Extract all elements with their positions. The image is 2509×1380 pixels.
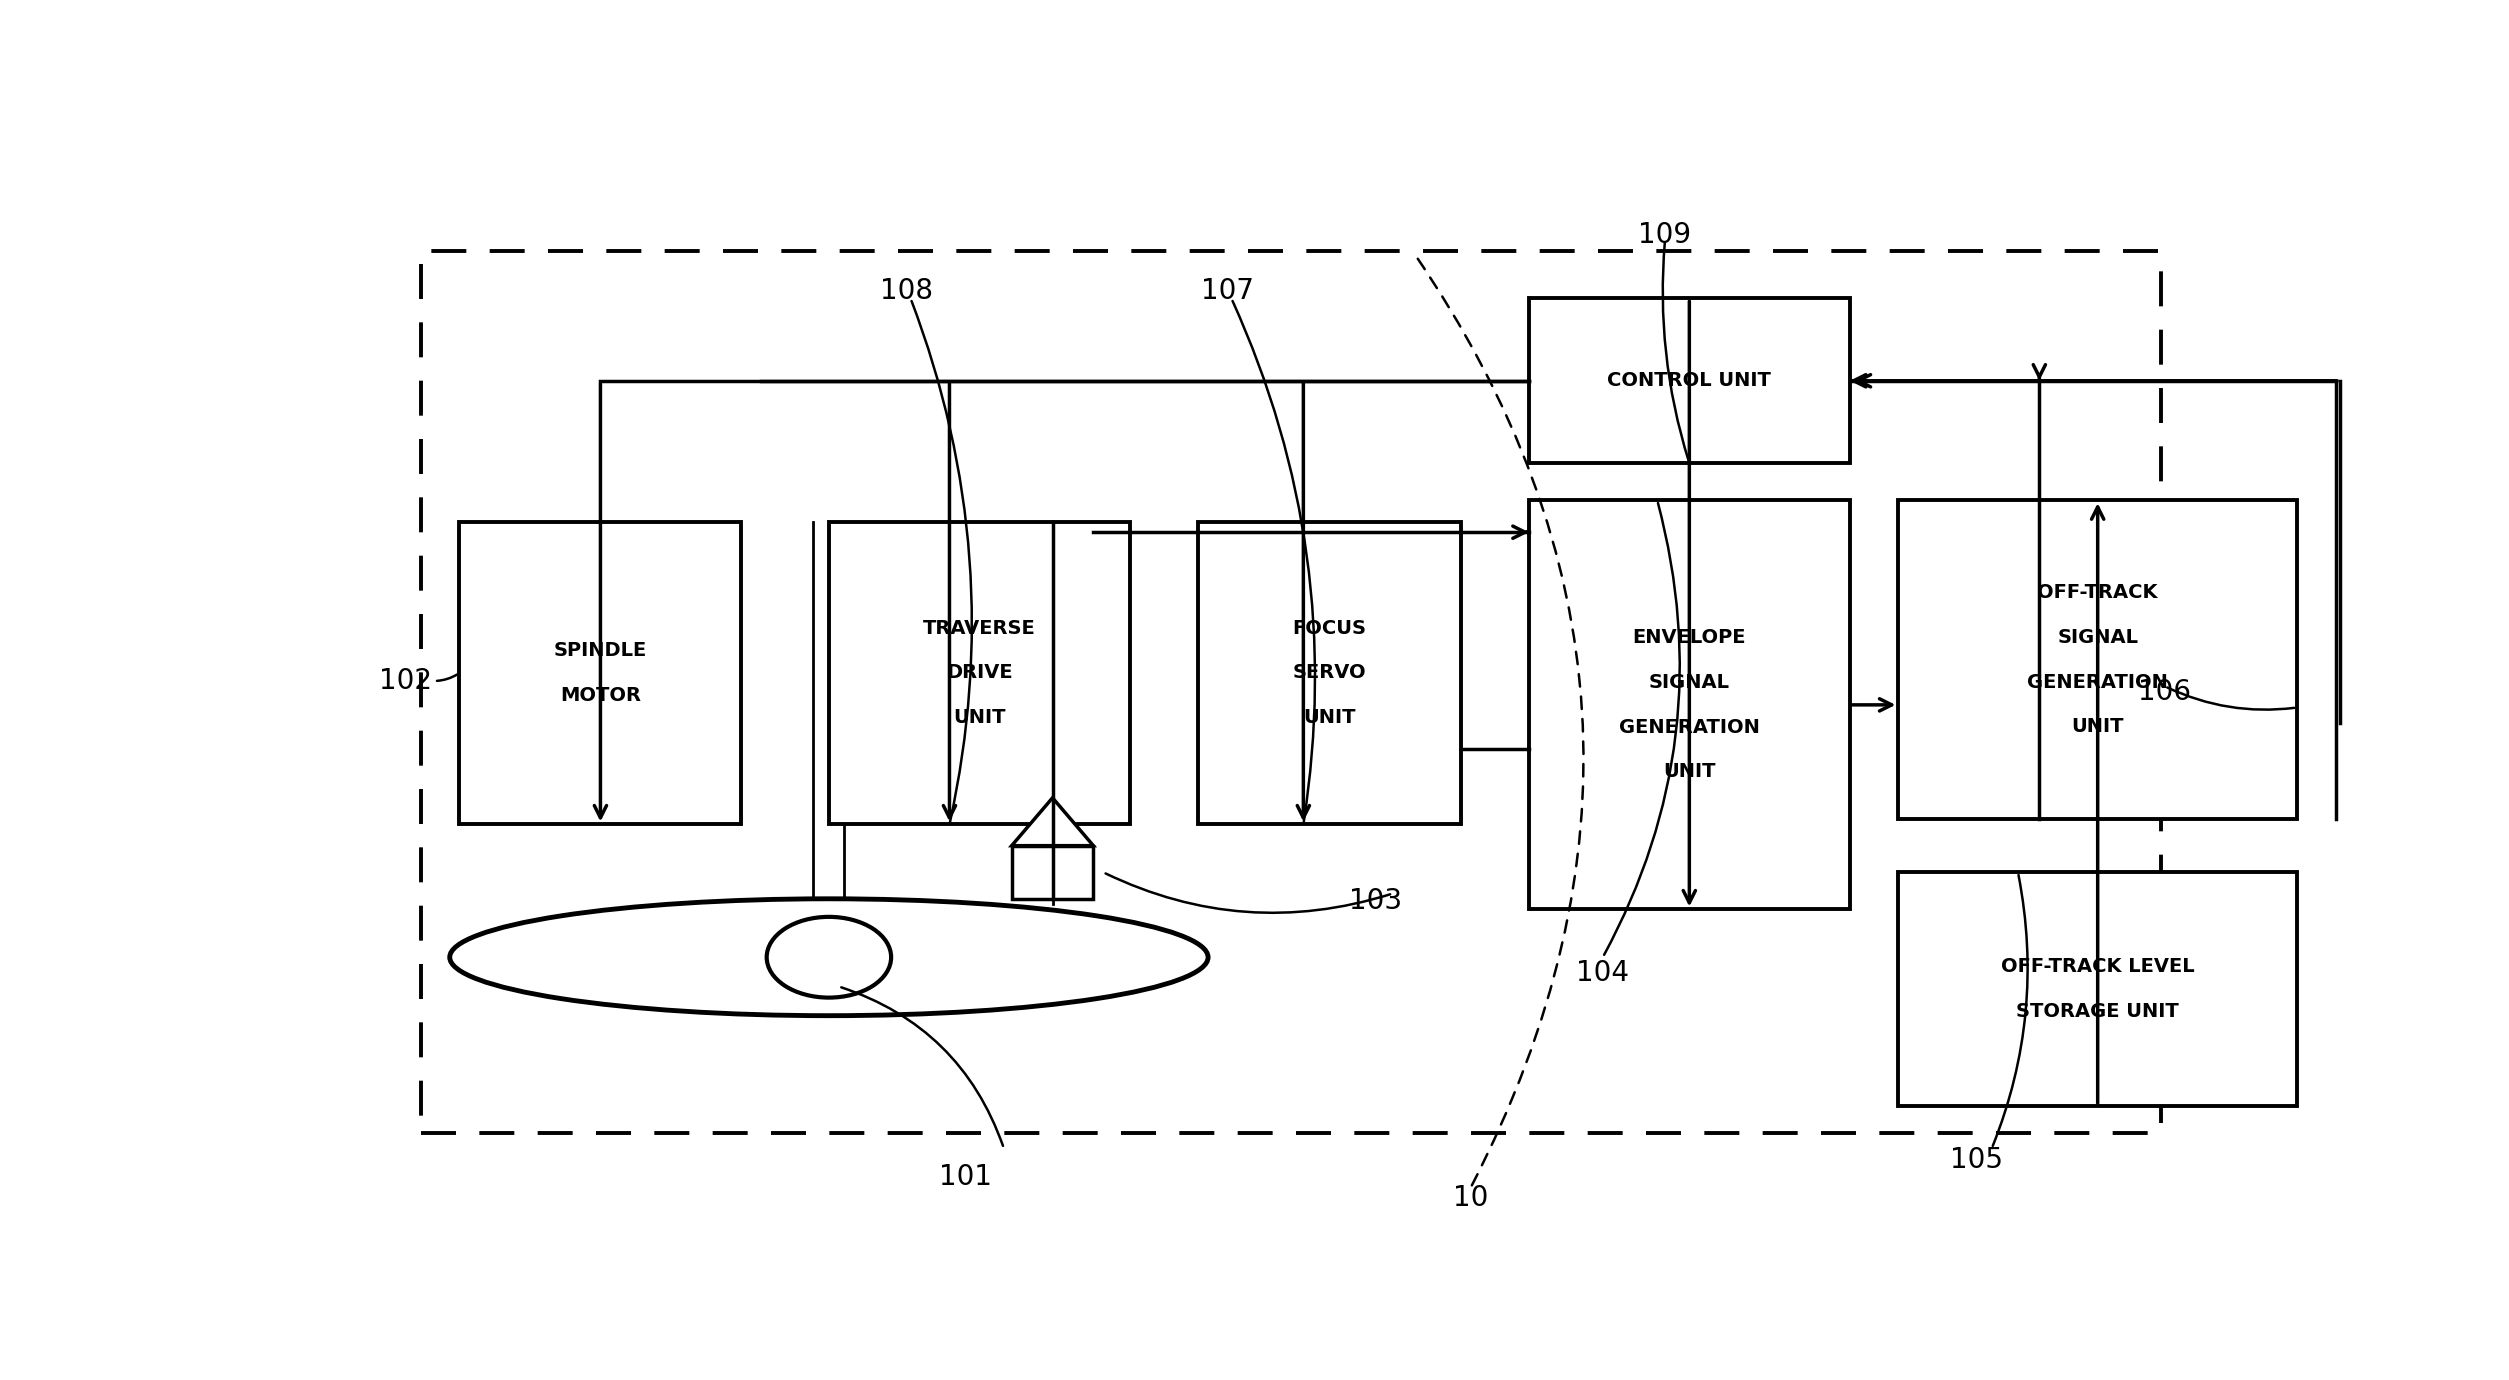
Text: SERVO: SERVO (1292, 664, 1367, 683)
Text: SIGNAL: SIGNAL (1648, 673, 1729, 691)
Text: 10: 10 (1453, 1184, 1488, 1213)
Text: 102: 102 (379, 667, 432, 696)
Bar (459, 522, 743, 824)
Bar (1899, 872, 2298, 1105)
Text: SIGNAL: SIGNAL (2057, 628, 2138, 647)
Text: 107: 107 (1202, 277, 1254, 305)
Bar (1011, 846, 1094, 898)
Text: UNIT: UNIT (2072, 718, 2125, 736)
Text: DRIVE: DRIVE (946, 664, 1014, 683)
Ellipse shape (768, 916, 891, 998)
Text: MOTOR: MOTOR (560, 686, 640, 705)
Text: OFF-TRACK LEVEL: OFF-TRACK LEVEL (2000, 958, 2195, 976)
Text: SPINDLE: SPINDLE (554, 642, 647, 660)
Text: 106: 106 (2138, 678, 2190, 705)
Bar (1528, 298, 1849, 464)
Ellipse shape (449, 898, 1209, 1016)
Text: 103: 103 (1350, 887, 1403, 915)
Text: UNIT: UNIT (1302, 708, 1355, 727)
Text: FOCUS: FOCUS (1292, 618, 1367, 638)
Text: CONTROL UNIT: CONTROL UNIT (1608, 371, 1771, 391)
Text: 108: 108 (881, 277, 933, 305)
Text: OFF-TRACK: OFF-TRACK (2037, 584, 2158, 602)
Polygon shape (1011, 798, 1094, 846)
Text: GENERATION: GENERATION (1618, 718, 1759, 737)
Text: 101: 101 (938, 1163, 991, 1191)
Bar (1899, 501, 2298, 820)
Text: 104: 104 (1576, 959, 1628, 987)
Bar (828, 522, 1132, 824)
Bar (422, 251, 2160, 1133)
Text: ENVELOPE: ENVELOPE (1633, 628, 1746, 647)
Text: 105: 105 (1949, 1147, 2002, 1174)
Bar (1528, 501, 1849, 909)
Text: 109: 109 (1638, 221, 1691, 248)
Text: TRAVERSE: TRAVERSE (923, 618, 1036, 638)
Text: STORAGE UNIT: STORAGE UNIT (2017, 1002, 2178, 1021)
Bar (1199, 522, 1460, 824)
Text: UNIT: UNIT (1663, 762, 1716, 781)
Text: GENERATION: GENERATION (2027, 672, 2168, 691)
Text: UNIT: UNIT (953, 708, 1006, 727)
